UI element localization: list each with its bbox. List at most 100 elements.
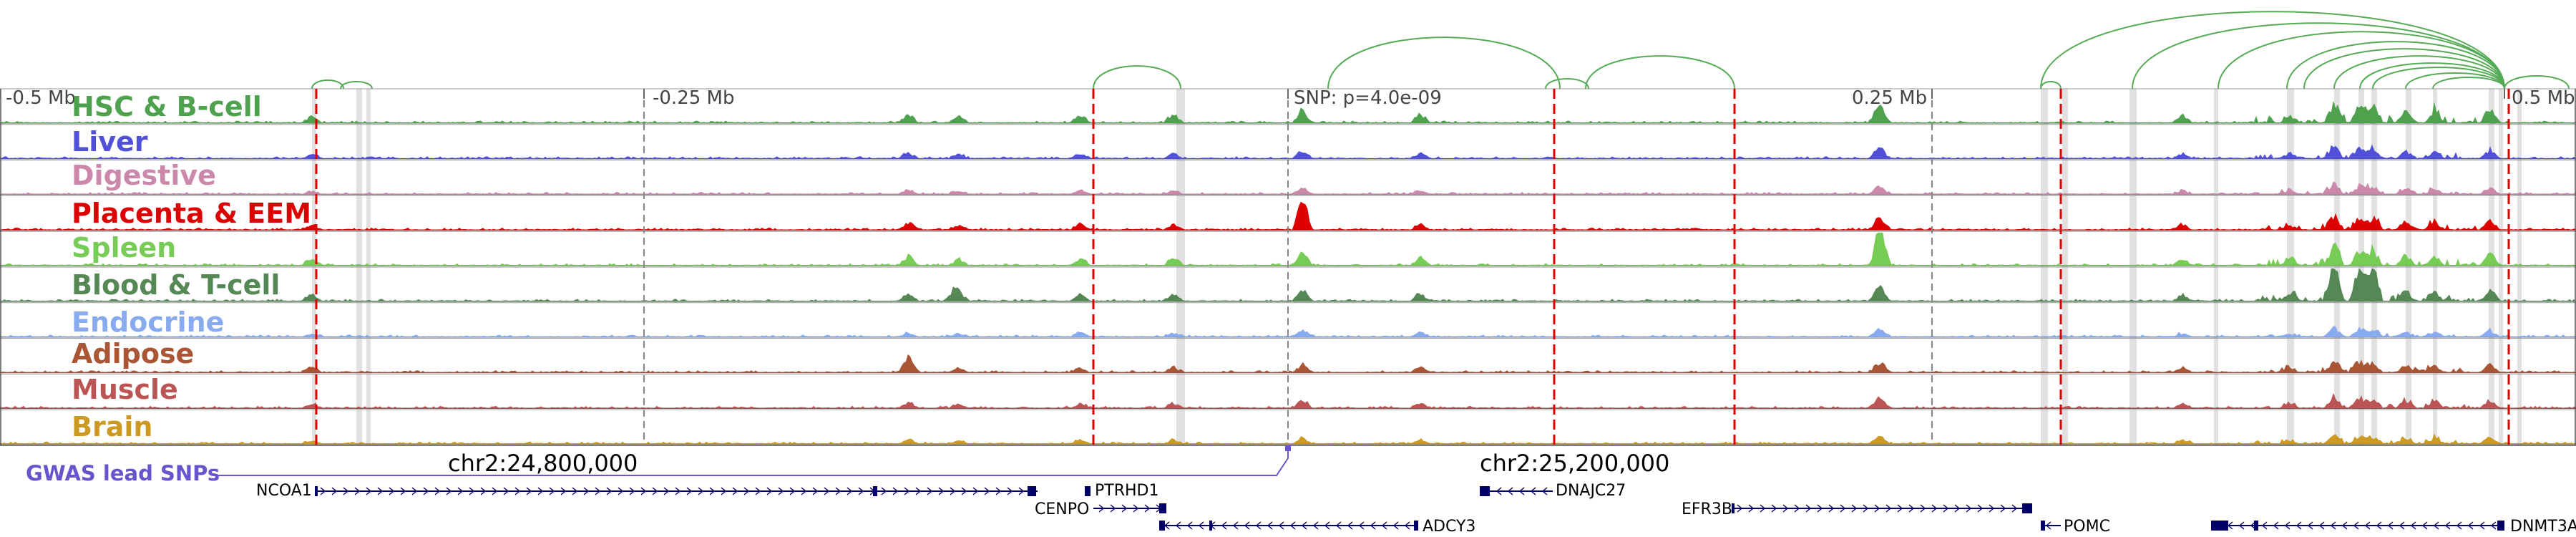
gene-dnmt3a-strand-arrow (2433, 521, 2439, 530)
gene-adcy3-strand-arrow (1347, 521, 1353, 530)
gene-label-adcy3: ADCY3 (1423, 518, 1476, 536)
gene-adcy3-strand-arrow (1392, 521, 1399, 530)
gene-adcy3-strand-arrow (1370, 521, 1376, 530)
signal-area-0 (0, 101, 2576, 124)
gene-dnajc27-strand-arrow (1507, 487, 1513, 495)
gene-ncoa1-strand-arrow (984, 487, 990, 495)
gene-efr3b-strand-arrow (1989, 504, 1995, 513)
gene-ncoa1-strand-arrow (732, 487, 738, 495)
gene-ncoa1-strand-arrow (915, 487, 922, 495)
gene-efr3b-strand-arrow (1931, 504, 1938, 513)
signal-area-8 (0, 392, 2576, 409)
interaction-arc (1093, 65, 1181, 90)
gene-ncoa1-strand-arrow (595, 487, 601, 495)
signal-tracks (0, 88, 2576, 446)
interaction-arc (2040, 11, 2505, 90)
gene-dnmt3a-strand-arrow (2330, 521, 2336, 530)
track-label-hsc-bcell: HSC & B-cell (72, 91, 262, 122)
gene-dnmt3a-strand-arrow (2399, 521, 2405, 530)
gene-ncoa1-strand-arrow (755, 487, 761, 495)
gene-efr3b-strand-arrow (1897, 504, 1903, 513)
gene-efr3b-strand-arrow (1977, 504, 1984, 513)
gene-dnmt3a-strand-arrow (2353, 521, 2359, 530)
gene-ncoa1-strand-arrow (640, 487, 647, 495)
gene-cenpo-strand-arrow (1098, 504, 1105, 513)
gene-efr3b-strand-arrow (1874, 504, 1880, 513)
interaction-arc (1545, 78, 1589, 90)
gene-dnmt3a-strand-arrow (2387, 521, 2394, 530)
gene-efr3b-strand-arrow (1760, 504, 1766, 513)
interaction-arc (340, 81, 373, 90)
gene-ncoa1-strand-arrow (927, 487, 933, 495)
gwas-lead-snps-label: GWAS lead SNPs (26, 461, 220, 485)
gene-dnmt3a-strand-arrow (2238, 521, 2245, 530)
track-label-blood-tcell: Blood & T-cell (72, 269, 280, 301)
track-label-liver: Liver (72, 126, 148, 158)
gene-ncoa1-strand-arrow (537, 487, 544, 495)
gene-ncoa1-strand-arrow (950, 487, 956, 495)
signal-area-3 (0, 201, 2576, 231)
gene-dnmt3a-exon (2254, 521, 2258, 531)
gene-efr3b-strand-arrow (2011, 504, 2018, 513)
track-label-placenta-eem: Placenta & EEM (72, 198, 312, 229)
gene-ncoa1-strand-arrow (972, 487, 979, 495)
gene-ncoa1-strand-arrow (331, 487, 338, 495)
gene-ncoa1-strand-arrow (629, 487, 635, 495)
track-label-adipose: Adipose (72, 338, 195, 369)
gene-dnmt3a-strand-arrow (2376, 521, 2382, 530)
snp-pvalue-label: SNP: p=4.0e-09 (1294, 87, 1442, 109)
gene-adcy3-strand-arrow (1335, 521, 1342, 530)
gene-ncoa1-strand-arrow (652, 487, 658, 495)
gene-ncoa1-exon (1028, 486, 1036, 496)
gene-ncoa1-strand-arrow (766, 487, 773, 495)
gene-dnmt3a-strand-arrow (2410, 521, 2416, 530)
gene-ncoa1-strand-arrow (1018, 487, 1025, 495)
signal-area-1 (0, 144, 2576, 160)
gene-ncoa1-strand-arrow (835, 487, 841, 495)
gene-ncoa1-strand-arrow (743, 487, 750, 495)
gene-efr3b-strand-arrow (1782, 504, 1789, 513)
gene-adcy3-strand-arrow (1312, 521, 1319, 530)
gene-ncoa1-exon (873, 486, 877, 496)
marker-lines (0, 89, 2510, 445)
gene-ncoa1-strand-arrow (618, 487, 624, 495)
gene-label-efr3b: EFR3B (1682, 500, 1732, 518)
interaction-arc (1327, 37, 1561, 90)
gene-ncoa1-strand-arrow (343, 487, 349, 495)
gene-dnmt3a-strand-arrow (2307, 521, 2313, 530)
gene-efr3b-strand-arrow (1943, 504, 1949, 513)
gene-ncoa1-strand-arrow (549, 487, 555, 495)
gene-efr3b-exon (2022, 503, 2032, 513)
gene-dnmt3a-strand-arrow (2341, 521, 2348, 530)
interaction-arc (2359, 62, 2505, 90)
gene-dnajc27-strand-arrow (1496, 487, 1502, 495)
gene-efr3b-strand-arrow (1885, 504, 1892, 513)
gene-adcy3-exon (1414, 521, 1418, 531)
gene-efr3b-strand-arrow (1794, 504, 1800, 513)
signal-area-7 (0, 354, 2576, 373)
gene-ncoa1-strand-arrow (423, 487, 429, 495)
track-label-brain: Brain (72, 411, 153, 442)
gene-ncoa1-strand-arrow (560, 487, 567, 495)
gene-dnajc27-exon (1480, 486, 1490, 496)
gene-ncoa1-strand-arrow (789, 487, 796, 495)
gene-ncoa1-strand-arrow (469, 487, 475, 495)
signal-area-4 (0, 232, 2576, 266)
scale-label-minus-quarter: -0.25 Mb (653, 87, 735, 109)
gene-dnmt3a-strand-arrow (2467, 521, 2474, 530)
interaction-arc (2218, 31, 2505, 90)
gene-efr3b-strand-arrow (2000, 504, 2006, 513)
gene-ncoa1-strand-arrow (446, 487, 452, 495)
gene-dnmt3a-strand-arrow (2364, 521, 2371, 530)
gene-ncoa1-strand-arrow (514, 487, 521, 495)
gene-ncoa1-strand-arrow (389, 487, 395, 495)
gene-efr3b-exon (1732, 503, 1735, 513)
gene-adcy3-strand-arrow (1244, 521, 1250, 530)
gene-adcy3-strand-arrow (1301, 521, 1307, 530)
gene-dnmt3a-strand-arrow (2421, 521, 2428, 530)
gene-efr3b-strand-arrow (1908, 504, 1915, 513)
gene-ncoa1-strand-arrow (698, 487, 704, 495)
gene-ncoa1-strand-arrow (434, 487, 441, 495)
gene-efr3b-strand-arrow (1737, 504, 1743, 513)
